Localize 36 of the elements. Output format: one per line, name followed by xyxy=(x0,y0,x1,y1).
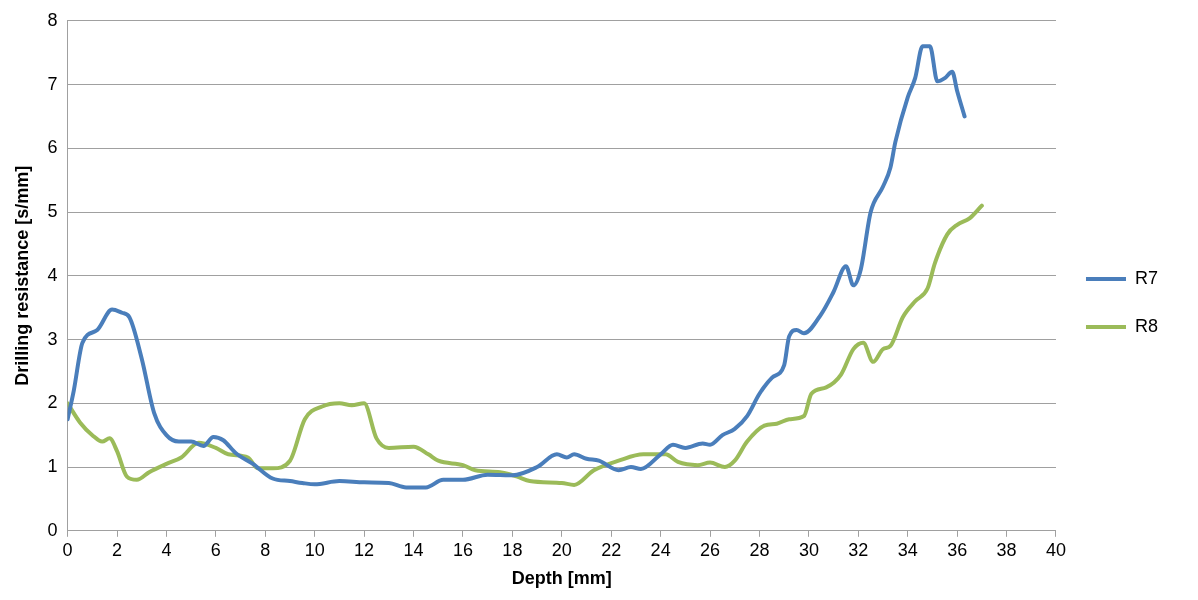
y-tick-label: 5 xyxy=(47,201,58,222)
x-tick-label: 32 xyxy=(848,539,869,560)
x-tick-label: 2 xyxy=(112,539,123,560)
x-tick-label: 8 xyxy=(260,539,271,560)
x-tick-label: 4 xyxy=(161,539,172,560)
x-tick-label: 28 xyxy=(749,539,770,560)
y-tick-label: 2 xyxy=(47,392,58,413)
y-tick-label: 3 xyxy=(47,328,58,349)
x-tick-label: 26 xyxy=(700,539,721,560)
x-tick-label: 24 xyxy=(650,539,671,560)
x-tick-label: 14 xyxy=(403,539,424,560)
y-axis-title: Drilling resistance [s/mm] xyxy=(11,165,32,386)
line-series xyxy=(67,44,967,490)
x-tick-label: 38 xyxy=(996,539,1017,560)
legend-label: R7 xyxy=(1134,267,1159,288)
x-tick-label: 10 xyxy=(304,539,325,560)
x-tick-label: 36 xyxy=(947,539,968,560)
y-tick-label: 6 xyxy=(47,137,58,158)
y-tick-label: 4 xyxy=(47,264,58,285)
x-tick-label: 18 xyxy=(502,539,523,560)
x-tick-label: 34 xyxy=(897,539,918,560)
x-tick-label: 22 xyxy=(601,539,622,560)
y-tick-label: 8 xyxy=(47,9,58,30)
x-axis-title: Depth [mm] xyxy=(511,568,612,589)
x-tick-label: 30 xyxy=(798,539,819,560)
y-tick-label: 7 xyxy=(47,73,58,94)
y-tick-label: 1 xyxy=(47,456,58,477)
x-tick-label: 6 xyxy=(210,539,221,560)
x-tick-label: 0 xyxy=(62,539,73,560)
x-tick-label: 16 xyxy=(452,539,473,560)
line-series xyxy=(67,203,984,487)
x-tick-label: 12 xyxy=(354,539,375,560)
legend-label: R8 xyxy=(1134,315,1159,336)
y-tick-label: 0 xyxy=(47,519,58,540)
x-tick-label: 20 xyxy=(551,539,572,560)
x-tick-label: 40 xyxy=(1045,539,1067,560)
